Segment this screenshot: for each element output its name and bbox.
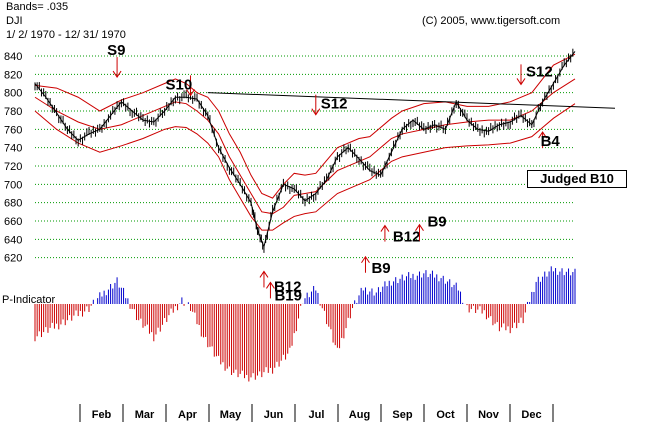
y-tick-label: 760: [4, 124, 22, 136]
month-label: Sep: [392, 409, 412, 421]
y-tick-label: 720: [4, 161, 22, 173]
buy-arrow-head: [380, 224, 390, 232]
month-label: Oct: [436, 409, 455, 421]
lower-band: [34, 103, 576, 231]
signal-label: S12: [321, 96, 348, 113]
signal-label: B12: [393, 229, 421, 246]
signal-label: S9: [107, 42, 125, 59]
judged-box: Judged B10: [527, 170, 627, 188]
y-tick-label: 780: [4, 106, 22, 118]
y-tick-label: 660: [4, 216, 22, 228]
month-label: May: [220, 409, 242, 421]
signal-label: B12: [274, 278, 302, 295]
month-label: Jul: [309, 409, 325, 421]
signal-label: S12: [526, 63, 553, 80]
sell-arrow-head: [186, 89, 195, 97]
buy-arrow-head: [266, 281, 275, 289]
month-label: Aug: [349, 409, 370, 421]
price-line: [34, 51, 576, 249]
month-label: Apr: [178, 409, 198, 421]
signal-label: B19: [274, 287, 302, 304]
sell-arrow-head: [516, 78, 526, 86]
bands-label: Bands= .035: [6, 1, 69, 13]
sell-arrow-head: [112, 70, 122, 78]
y-tick-label: 740: [4, 143, 22, 155]
trendline: [207, 92, 616, 109]
trendline: [207, 92, 616, 109]
signal-label: B9: [371, 260, 390, 277]
signal-label: B4: [541, 133, 561, 150]
buy-arrow-head: [259, 270, 269, 278]
price-series: [34, 48, 576, 253]
y-tick-label: 640: [4, 234, 22, 246]
copyright: (C) 2005, www.tigersoft.com: [422, 15, 561, 27]
y-tick-labels: 840 820 800 780 760 740 720 700 680 660 640 620: [4, 51, 22, 265]
month-label: Jun: [264, 409, 284, 421]
p-indicator-label: P-Indicator: [2, 294, 56, 306]
y-tick-label: 680: [4, 198, 22, 210]
grid-lines: [35, 55, 575, 259]
buy-arrow-head: [415, 223, 424, 231]
signal-label: B9: [427, 214, 446, 231]
middle-band: [34, 78, 576, 215]
signal-label: S10: [166, 76, 193, 93]
index-name: DJI: [6, 15, 23, 27]
sell-arrow-head: [311, 108, 321, 116]
y-tick-label: 620: [4, 253, 22, 265]
y-tick-label: 700: [4, 179, 22, 191]
y-tick-label: 820: [4, 69, 22, 81]
month-label: Dec: [521, 409, 541, 421]
date-range: 1/ 2/ 1970 - 12/ 31/ 1970: [6, 29, 126, 41]
month-label: Nov: [478, 409, 500, 421]
month-axis: Feb Mar Apr May Jun Jul Aug Sep Oct Nov Dec: [79, 404, 554, 422]
p-indicator: [34, 266, 576, 382]
month-label: Feb: [92, 409, 112, 421]
y-tick-label: 840: [4, 51, 22, 63]
buy-arrow-head: [538, 131, 548, 139]
y-tick-label: 800: [4, 88, 22, 100]
buy-arrow-head: [361, 255, 370, 264]
month-label: Mar: [135, 409, 155, 421]
